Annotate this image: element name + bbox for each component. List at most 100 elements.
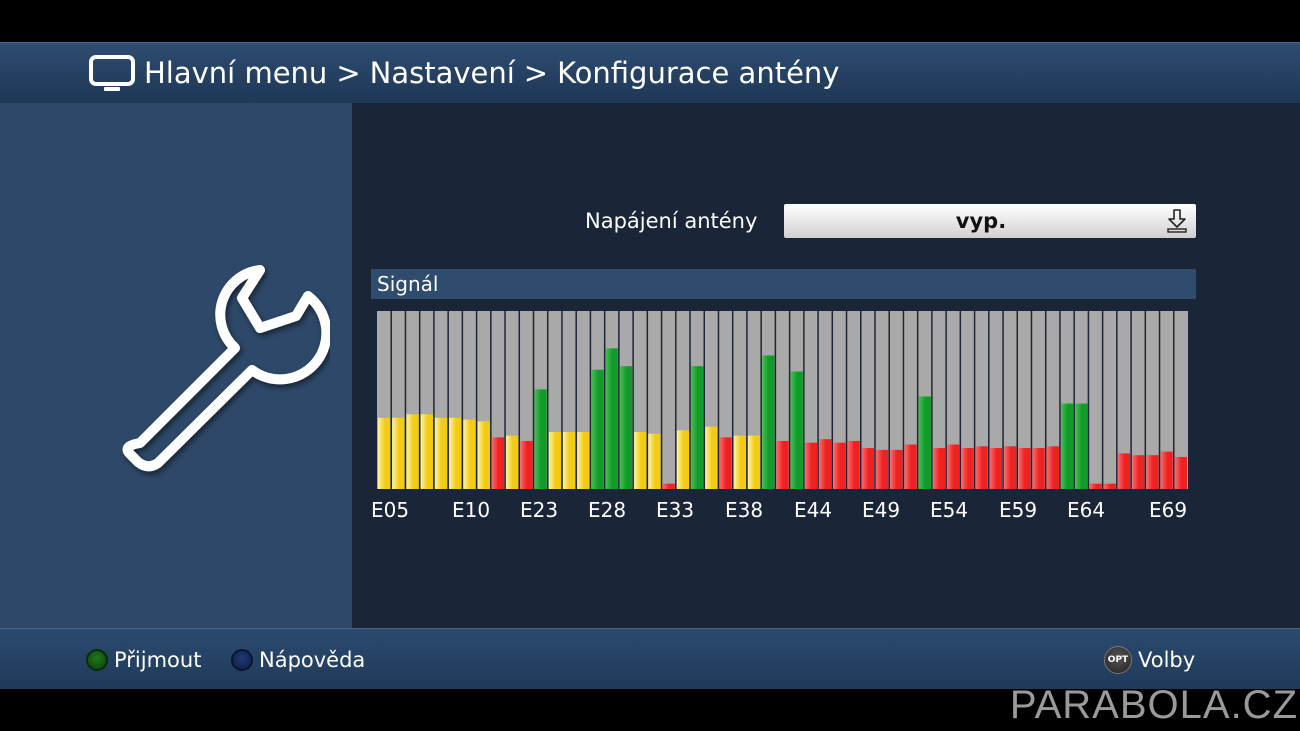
chart-divider: [760, 311, 762, 489]
signal-bar: [378, 417, 391, 489]
chart-divider: [1173, 311, 1175, 489]
signal-bar: [1089, 483, 1102, 489]
signal-bar: [506, 435, 519, 489]
signal-bar: [1046, 446, 1059, 489]
chart-divider: [1016, 311, 1019, 489]
header-bar: Hlavní menu > Nastavení > Konfigurace antény: [0, 42, 1300, 104]
chart-divider: [546, 311, 549, 489]
signal-bar: [392, 417, 405, 489]
signal-bar: [434, 417, 448, 489]
signal-bar: [705, 426, 718, 489]
signal-bar: [833, 442, 846, 489]
signal-bar: [762, 355, 775, 489]
dropdown-icon[interactable]: [1165, 208, 1189, 234]
channel-label: E64: [1067, 498, 1106, 522]
opt-button-icon: OPT: [1104, 646, 1132, 674]
chart-divider: [1002, 311, 1004, 489]
channel-label: E10: [452, 498, 491, 522]
chart-divider: [1158, 311, 1161, 489]
chart-divider: [1073, 311, 1075, 489]
chart-divider: [746, 311, 748, 489]
signal-bar: [961, 448, 974, 489]
signal-bar: [577, 432, 590, 489]
chart-divider: [1101, 311, 1104, 489]
channel-label: E54: [930, 498, 969, 522]
chart-divider: [973, 311, 976, 489]
signal-header: Signál: [371, 269, 1196, 299]
channel-label: E38: [725, 498, 764, 522]
chart-divider: [461, 311, 464, 489]
signal-bar: [1103, 483, 1116, 489]
wrench-icon: [122, 265, 330, 472]
signal-bar: [619, 366, 633, 489]
chart-divider: [988, 311, 990, 489]
antenna-power-select[interactable]: vyp.: [784, 204, 1196, 238]
options-button[interactable]: OPT Volby: [1104, 646, 1195, 674]
chart-divider: [831, 311, 834, 489]
chart-divider: [902, 311, 905, 489]
signal-bar: [776, 440, 789, 489]
signal-bar: [861, 448, 874, 489]
signal-bar: [591, 369, 604, 489]
chart-divider: [959, 311, 962, 489]
help-button[interactable]: Nápověda: [231, 647, 365, 673]
watermark: PARABOLA.CZ: [1009, 683, 1298, 727]
signal-bar: [1174, 456, 1187, 489]
signal-bar: [932, 448, 946, 489]
signal-bar: [1032, 448, 1045, 489]
chart-divider: [874, 311, 876, 489]
signal-bar: [1018, 448, 1031, 489]
chart-divider: [916, 311, 919, 489]
breadcrumb-settings[interactable]: Nastavení: [369, 56, 515, 90]
signal-bar: [947, 444, 960, 489]
signal-chart: [377, 311, 1188, 489]
chart-divider: [603, 311, 606, 489]
chart-divider: [931, 311, 933, 489]
tv-icon: [89, 55, 135, 91]
chart-divider: [1059, 311, 1061, 489]
breadcrumb-main-menu[interactable]: Hlavní menu: [144, 56, 328, 90]
signal-bar: [634, 432, 647, 489]
signal-bar: [1004, 446, 1017, 489]
antenna-power-value: vyp.: [955, 209, 1007, 233]
chart-divider: [575, 311, 577, 489]
signal-bar: [562, 432, 576, 489]
signal-bar: [648, 433, 661, 489]
signal-bar: [989, 448, 1003, 489]
antenna-power-label: Napájení antény: [585, 209, 758, 233]
signal-bar: [875, 449, 889, 489]
signal-bar: [1132, 455, 1145, 489]
channel-label: E44: [794, 498, 833, 522]
help-label: Nápověda: [259, 648, 366, 672]
accept-label: Přijmout: [114, 648, 202, 672]
chart-divider: [717, 311, 720, 489]
chart-divider: [660, 311, 663, 489]
chart-divider: [689, 311, 691, 489]
signal-bar: [534, 389, 547, 489]
signal-bar: [477, 421, 490, 489]
signal-bar: [1160, 451, 1173, 489]
chart-divider: [817, 311, 819, 489]
chart-divider: [404, 311, 407, 489]
channel-label: E23: [520, 498, 559, 522]
chart-divider: [646, 311, 649, 489]
signal-bar: [975, 446, 988, 489]
chart-divider: [788, 311, 791, 489]
signal-bar: [449, 417, 462, 489]
channel-label: E33: [656, 498, 695, 522]
signal-bar: [548, 432, 561, 489]
chart-divider: [888, 311, 890, 489]
signal-bar: [790, 371, 803, 489]
signal-bar: [804, 442, 818, 489]
chart-divider: [632, 311, 634, 489]
channel-label: E05: [371, 498, 410, 522]
blue-button-icon: [231, 649, 253, 671]
accept-button[interactable]: Přijmout: [86, 647, 201, 673]
chart-divider: [774, 311, 777, 489]
chart-divider: [860, 311, 862, 489]
signal-bar: [847, 440, 860, 489]
signal-bar: [747, 435, 761, 489]
chart-divider: [433, 311, 435, 489]
signal-bar: [719, 437, 732, 489]
channel-label: E28: [588, 498, 627, 522]
